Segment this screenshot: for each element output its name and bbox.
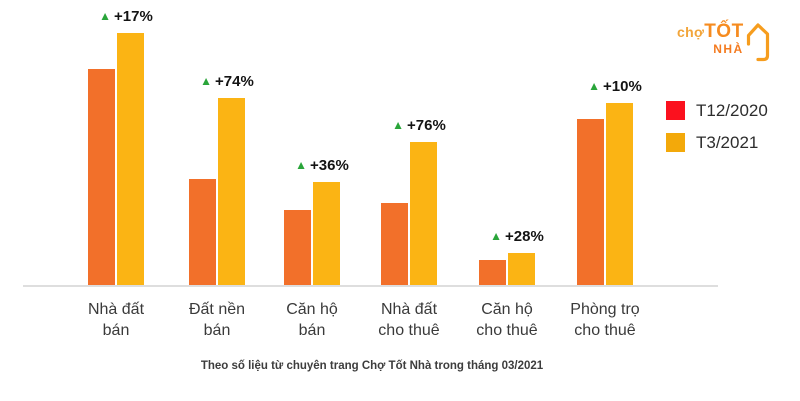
legend-swatch-t12-2020 [666, 101, 685, 120]
up-triangle-icon: ▲ [490, 229, 503, 243]
growth-percent: +28% [505, 228, 544, 245]
bar-t3-2021 [218, 98, 245, 287]
bar-t12-2020 [577, 119, 604, 287]
bar-t3-2021 [410, 142, 437, 287]
bar-t12-2020 [284, 210, 311, 287]
category-label: Nhà đất cho thuê [378, 301, 440, 339]
up-triangle-icon: ▲ [392, 118, 405, 132]
source-note: Theo số liệu từ chuyên trang Chợ Tốt Nhà… [200, 360, 544, 372]
up-triangle-icon: ▲ [295, 158, 308, 172]
bar-t12-2020 [88, 69, 115, 287]
category-label: Đất nền bán [188, 301, 246, 339]
up-triangle-icon: ▲ [200, 74, 213, 88]
growth-label: ▲ +17% [71, 8, 181, 25]
legend-item-t3-2021: T3/2021 [666, 133, 768, 152]
logo-text: chợ TỐT NHÀ [677, 21, 744, 56]
category-label: Căn hộ bán [286, 301, 338, 339]
bar-t3-2021 [117, 33, 144, 287]
growth-percent: +17% [114, 8, 153, 25]
legend-label-t3-2021: T3/2021 [696, 132, 759, 152]
up-triangle-icon: ▲ [588, 79, 601, 93]
bar-t12-2020 [381, 203, 408, 287]
up-triangle-icon: ▲ [99, 9, 112, 23]
growth-percent: +74% [215, 73, 254, 90]
growth-label: ▲ +76% [364, 117, 474, 134]
logo-tot-text: TỐT [704, 21, 744, 42]
category-label: Nhà đất bán [87, 301, 145, 339]
growth-percent: +76% [407, 117, 446, 134]
bar-t3-2021 [606, 103, 633, 287]
legend-label-t12-2020: T12/2020 [696, 100, 768, 120]
logo-nha-text: NHÀ [713, 42, 744, 56]
legend: T12/2020 T3/2021 [666, 101, 768, 165]
house-outline-icon [746, 23, 769, 62]
category-label: Phòng trọ cho thuê [570, 301, 640, 339]
chotot-nha-logo: chợ TỐT NHÀ [677, 21, 770, 63]
growth-label: ▲ +36% [267, 157, 377, 174]
legend-swatch-t3-2021 [666, 133, 685, 152]
growth-label: ▲ +74% [172, 73, 282, 90]
legend-item-t12-2020: T12/2020 [666, 101, 768, 120]
growth-percent: +36% [310, 157, 349, 174]
growth-label: ▲ +28% [462, 228, 572, 245]
bar-t3-2021 [508, 253, 535, 287]
logo-cho-text: chợ [677, 24, 705, 40]
bar-t3-2021 [313, 182, 340, 287]
bar-t12-2020 [189, 179, 216, 287]
x-axis-line [23, 285, 718, 287]
growth-label: ▲ +10% [560, 78, 670, 95]
category-label: Căn hộ cho thuê [476, 301, 538, 339]
bar-t12-2020 [479, 260, 506, 287]
growth-percent: +10% [603, 78, 642, 95]
